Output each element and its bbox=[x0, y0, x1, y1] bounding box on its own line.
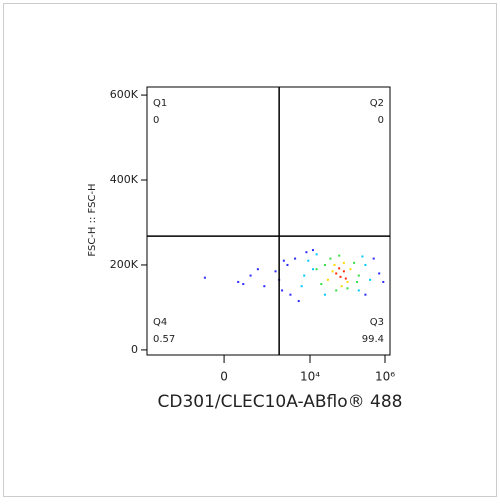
point bbox=[305, 251, 308, 254]
x-axis-label: CD301/CLEC10A-ABflo® 488 bbox=[158, 392, 403, 412]
point bbox=[333, 263, 336, 266]
point bbox=[303, 274, 306, 277]
point bbox=[382, 280, 385, 283]
point bbox=[335, 272, 338, 275]
point bbox=[311, 249, 314, 252]
quadrant-value: 0 bbox=[378, 115, 384, 126]
point bbox=[286, 263, 289, 266]
point bbox=[369, 278, 372, 281]
point bbox=[346, 280, 349, 283]
point bbox=[338, 267, 341, 270]
quadrant-name: Q1 bbox=[153, 98, 167, 109]
point bbox=[311, 268, 314, 271]
point bbox=[346, 287, 349, 290]
point bbox=[237, 280, 240, 283]
point bbox=[307, 259, 310, 262]
point bbox=[378, 272, 381, 275]
point bbox=[326, 278, 329, 281]
y-tick-label: 0 bbox=[131, 343, 138, 356]
point bbox=[364, 263, 367, 266]
point bbox=[353, 261, 356, 264]
point bbox=[361, 255, 364, 258]
point bbox=[282, 259, 285, 262]
point bbox=[342, 270, 345, 273]
y-tick-label: 400K bbox=[110, 173, 139, 186]
plot-area bbox=[146, 86, 391, 356]
point bbox=[340, 285, 343, 288]
point bbox=[315, 253, 318, 256]
frame bbox=[3, 3, 497, 497]
point bbox=[357, 274, 360, 277]
point bbox=[357, 289, 360, 292]
point bbox=[349, 268, 352, 271]
point bbox=[203, 276, 206, 279]
quadrant-value: 0 bbox=[153, 115, 159, 126]
point bbox=[242, 283, 245, 286]
y-tick-label: 600K bbox=[110, 88, 139, 101]
point bbox=[344, 277, 347, 280]
point bbox=[342, 261, 345, 264]
point bbox=[297, 300, 300, 303]
quadrant-value: 99.4 bbox=[362, 334, 384, 345]
y-axis-label: FSC-H :: FSC-H bbox=[87, 183, 98, 256]
point bbox=[256, 268, 259, 271]
point bbox=[315, 268, 318, 271]
quadrant-name: Q2 bbox=[370, 98, 384, 109]
x-tick-label: 0 bbox=[220, 370, 228, 384]
point bbox=[364, 293, 367, 296]
point bbox=[294, 257, 297, 260]
x-tick-label: 10⁶ bbox=[375, 370, 395, 384]
point bbox=[323, 293, 326, 296]
point bbox=[289, 293, 292, 296]
point bbox=[372, 257, 375, 260]
point bbox=[338, 254, 341, 257]
point bbox=[320, 283, 323, 286]
point bbox=[249, 274, 252, 277]
point bbox=[323, 263, 326, 266]
quadrant-name: Q4 bbox=[153, 317, 167, 328]
point bbox=[335, 289, 338, 292]
point bbox=[329, 257, 332, 260]
x-tick-label: 10⁴ bbox=[300, 370, 320, 384]
point bbox=[339, 275, 342, 278]
point bbox=[281, 289, 284, 292]
point bbox=[331, 270, 334, 273]
quadrant-name: Q3 bbox=[370, 317, 384, 328]
point bbox=[274, 270, 277, 273]
point bbox=[300, 285, 303, 288]
quadrant-value: 0.57 bbox=[153, 334, 175, 345]
point bbox=[356, 280, 359, 283]
point bbox=[263, 285, 266, 288]
y-tick-label: 200K bbox=[110, 258, 139, 271]
